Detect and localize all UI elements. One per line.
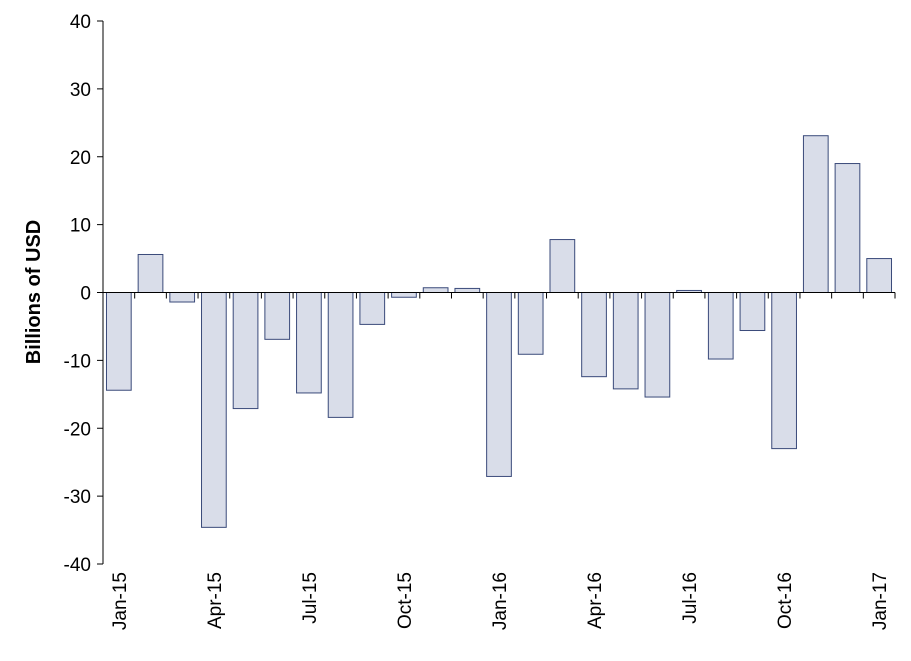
bar-jul-15 bbox=[296, 292, 322, 394]
bar-jan-16 bbox=[486, 292, 512, 477]
y-tick-label: -30 bbox=[64, 487, 91, 508]
bar-mar-16 bbox=[549, 239, 576, 293]
x-tick-label: Jul-16 bbox=[680, 572, 701, 624]
bar-oct-16 bbox=[771, 292, 797, 450]
x-tick-label: Jul-15 bbox=[300, 572, 321, 624]
bars-group bbox=[105, 135, 893, 528]
bar-apr-15 bbox=[201, 292, 227, 528]
bar-dec-15 bbox=[454, 287, 481, 293]
y-tick-label: 10 bbox=[70, 216, 91, 237]
bar-aug-15 bbox=[327, 292, 354, 418]
bar-apr-16 bbox=[581, 292, 607, 378]
bar-may-16 bbox=[612, 292, 639, 390]
bar-jun-15 bbox=[264, 292, 291, 340]
y-tick-label: 20 bbox=[70, 148, 91, 169]
bar-aug-16 bbox=[707, 292, 734, 360]
bar-dec-16 bbox=[834, 163, 861, 293]
x-tick-label: Jan-15 bbox=[110, 572, 131, 630]
x-tick-label: Oct-15 bbox=[395, 572, 416, 629]
y-axis-title: Billions of USD bbox=[23, 220, 45, 364]
bar-nov-15 bbox=[422, 287, 449, 293]
bar-feb-16 bbox=[517, 292, 544, 355]
bar-may-15 bbox=[232, 292, 259, 410]
bar-sep-16 bbox=[739, 292, 766, 332]
x-tick-label: Jan-16 bbox=[490, 572, 511, 630]
x-tick-label: Jan-17 bbox=[870, 572, 891, 630]
bar-jun-16 bbox=[644, 292, 671, 398]
bar-jan-15 bbox=[105, 292, 132, 391]
x-tick-label: Oct-16 bbox=[775, 572, 796, 629]
y-tick-label: 40 bbox=[70, 12, 91, 33]
y-tick-label: -10 bbox=[64, 351, 91, 372]
y-tick-label: 30 bbox=[70, 80, 91, 101]
x-axis: Jan-15 Apr-15 Jul-15 Oct-15 Jan-16 Apr-16 Jul-… bbox=[102, 292, 896, 630]
bar-feb-15 bbox=[137, 253, 164, 294]
x-tick-label: Apr-16 bbox=[585, 572, 606, 629]
bar-mar-15 bbox=[169, 292, 196, 303]
y-tick-label: 0 bbox=[80, 284, 91, 305]
bar-jan-17 bbox=[866, 258, 893, 293]
y-tick-label: -40 bbox=[64, 555, 91, 576]
y-axis: 40 30 20 10 0 -10 -20 -30 -40 bbox=[64, 12, 104, 576]
bar-sep-15 bbox=[359, 292, 386, 325]
bar-oct-15 bbox=[391, 292, 417, 298]
bar-nov-16 bbox=[802, 135, 829, 293]
x-tick-label: Apr-15 bbox=[205, 572, 226, 629]
y-tick-label: -20 bbox=[64, 419, 91, 440]
